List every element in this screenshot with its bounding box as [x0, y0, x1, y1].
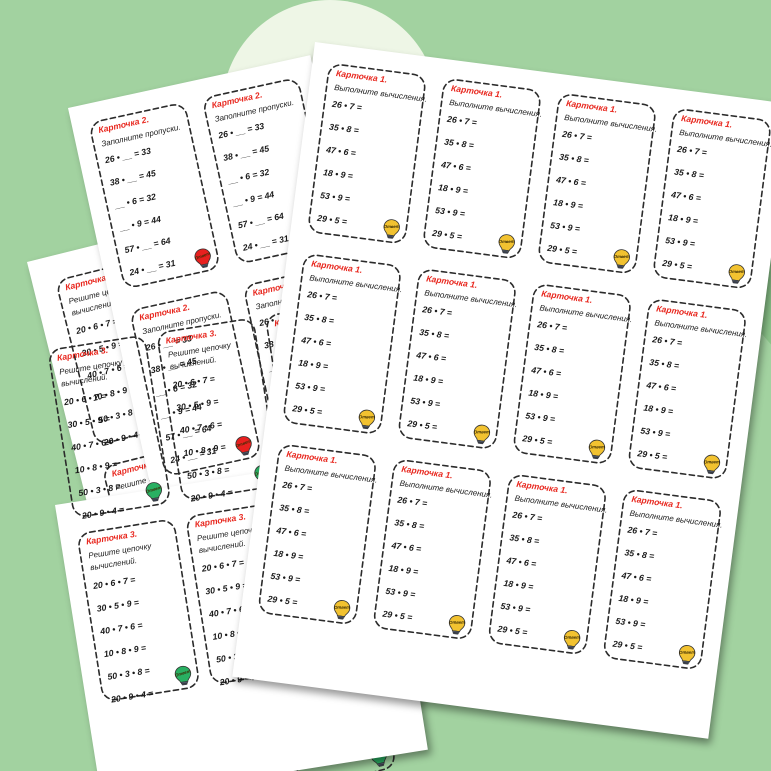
svg-text:Ответ: Ответ — [614, 254, 630, 259]
svg-text:Ответ: Ответ — [499, 239, 515, 244]
svg-text:Ответ: Ответ — [334, 605, 350, 610]
svg-text:Ответ: Ответ — [729, 269, 745, 274]
svg-text:Ответ: Ответ — [589, 444, 605, 449]
svg-text:Ответ: Ответ — [359, 414, 375, 419]
svg-text:Ответ: Ответ — [474, 429, 490, 434]
svg-text:Ответ: Ответ — [384, 224, 400, 229]
svg-text:Ответ: Ответ — [704, 459, 720, 464]
svg-text:Ответ: Ответ — [449, 620, 465, 625]
svg-text:Ответ: Ответ — [679, 650, 695, 655]
svg-text:Ответ: Ответ — [564, 635, 580, 640]
